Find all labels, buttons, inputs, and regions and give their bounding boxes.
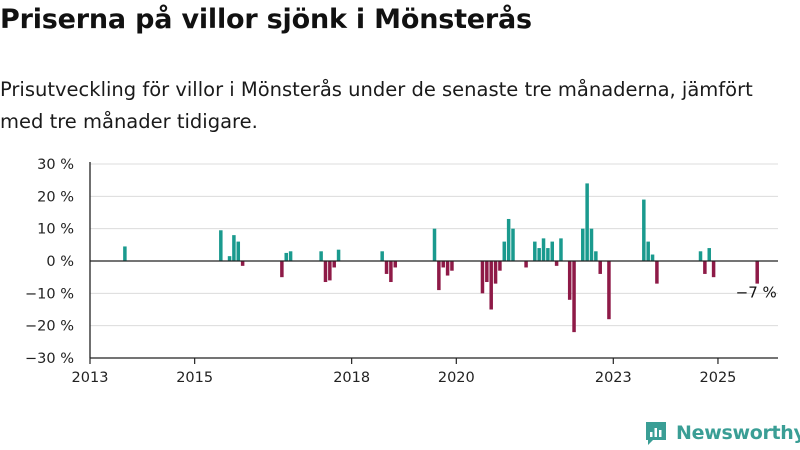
y-tick-label: 10 %	[37, 222, 74, 238]
bar	[280, 261, 284, 278]
bar	[711, 261, 716, 278]
x-tick-label: 2013	[72, 370, 109, 386]
brand: Newsworthy	[644, 418, 800, 448]
bar	[650, 254, 655, 261]
x-tick-label: 2020	[438, 370, 475, 386]
bar	[502, 241, 507, 261]
bar	[572, 261, 576, 333]
bar	[554, 261, 559, 266]
chart-title: Priserna på villor sjönk i Mönsterås	[0, 4, 532, 35]
y-tick-label: −20 %	[25, 319, 74, 335]
y-tick-label: −10 %	[25, 286, 74, 302]
x-tick-label: 2018	[333, 370, 370, 386]
bar	[236, 241, 241, 261]
value-annotation: −7 %	[736, 284, 777, 302]
bar	[485, 261, 489, 283]
bars	[123, 183, 759, 333]
bar	[336, 249, 341, 261]
annotations: −7 %	[736, 284, 777, 302]
y-tick-label: 20 %	[37, 189, 74, 205]
bar	[506, 218, 511, 261]
bar	[319, 251, 323, 261]
bar	[655, 261, 659, 284]
bar	[493, 261, 498, 284]
bar	[698, 251, 703, 261]
bar	[567, 261, 572, 300]
bar	[445, 261, 450, 276]
bar	[524, 261, 528, 268]
bar	[589, 228, 594, 261]
x-tick-label: 2015	[176, 370, 213, 386]
bar	[380, 251, 384, 261]
bar	[498, 261, 502, 271]
grid-lines	[90, 163, 778, 327]
bar	[703, 261, 707, 274]
x-tick-label: 2023	[595, 370, 632, 386]
bar	[598, 261, 602, 274]
y-tick-label: −30 %	[25, 351, 74, 367]
bar	[437, 261, 441, 291]
axes	[89, 162, 778, 364]
bar	[541, 238, 546, 261]
bar	[284, 252, 288, 261]
bar	[450, 261, 454, 271]
bar	[581, 228, 585, 261]
bar	[123, 246, 127, 261]
bar	[219, 230, 223, 261]
bar	[323, 261, 328, 283]
bar	[332, 261, 336, 268]
bar	[288, 251, 293, 261]
x-tick-label: 2025	[700, 370, 737, 386]
bar	[240, 261, 245, 266]
bar	[594, 251, 598, 261]
x-axis-tick-labels: 2013 2015 2018 2020 2023 2025	[72, 370, 737, 386]
y-tick-label: 0 %	[46, 254, 74, 270]
bar	[646, 241, 650, 261]
bar	[489, 261, 493, 310]
bar	[227, 256, 232, 261]
chart-subtitle: Prisutveckling för villor i Mönsterås un…	[0, 78, 753, 133]
newsworthy-logo-icon	[646, 422, 666, 445]
bar	[511, 228, 515, 261]
bar	[389, 261, 393, 283]
bar	[441, 261, 445, 268]
bar	[533, 241, 537, 261]
bar	[559, 238, 563, 261]
bar	[707, 248, 711, 261]
bar	[755, 261, 759, 284]
bar	[393, 261, 398, 268]
y-axis-tick-labels: 30 % 20 % 10 % 0 % −10 % −20 % −30 %	[25, 157, 74, 367]
bar	[550, 241, 554, 261]
bar	[232, 235, 236, 261]
bar	[642, 199, 646, 261]
bar	[585, 183, 589, 261]
bar	[328, 261, 332, 281]
bar	[546, 248, 550, 261]
bar	[384, 261, 389, 274]
y-tick-label: 30 %	[37, 157, 74, 173]
brand-name: Newsworthy	[676, 422, 800, 444]
bar	[432, 228, 437, 261]
bar	[607, 261, 611, 320]
bar	[480, 261, 485, 294]
bar	[537, 248, 541, 261]
